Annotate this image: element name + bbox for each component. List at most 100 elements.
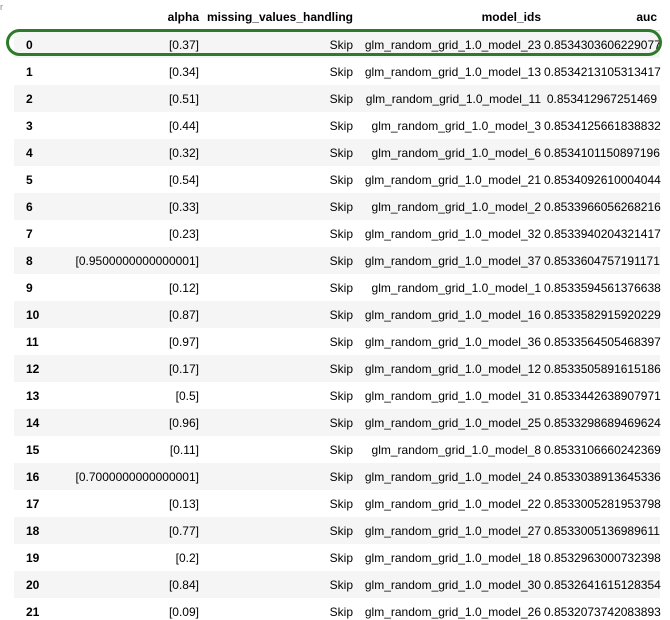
table-row: 5 [0.54] Skip glm_random_grid_1.0_model_21 0…	[14, 166, 661, 193]
auc-cell: 0.8533298689469624	[544, 409, 661, 436]
missing-values-handling-cell: Skip	[202, 220, 356, 247]
missing-values-handling-cell: Skip	[202, 85, 356, 112]
header-row: alpha missing_values_handling model_ids …	[14, 3, 660, 31]
row-index: 0	[14, 30, 48, 58]
auc-cell: 0.8532963000732398	[544, 544, 661, 571]
row-index: 15	[14, 436, 48, 463]
table-row: 13 [0.5] Skip glm_random_grid_1.0_model_31 0…	[14, 382, 661, 409]
table-row: 18 [0.77] Skip glm_random_grid_1.0_model_27…	[14, 517, 660, 544]
model-id-cell: glm_random_grid_1.0_model_27	[356, 517, 544, 544]
model-id-cell: glm_random_grid_1.0_model_25	[356, 409, 544, 436]
alpha-cell: [0.34]	[48, 58, 202, 85]
row-index: 16	[14, 463, 48, 490]
missing-values-handling-cell: Skip	[202, 166, 356, 193]
model-id-cell: glm_random_grid_1.0_model_16	[356, 301, 544, 328]
alpha-cell: [0.44]	[48, 112, 202, 139]
auc-cell: 0.8532641615128354	[544, 571, 661, 598]
table-row: 21 [0.09] Skip glm_random_grid_1.0_model_26…	[14, 598, 661, 620]
table-row: 4 [0.32] Skip glm_random_grid_1.0_model_6 0.…	[14, 139, 660, 166]
row-index: 5	[14, 166, 48, 193]
auc-cell: 0.8533005281953798	[544, 490, 661, 517]
row-index: 1	[14, 58, 48, 85]
missing-values-handling-cell: Skip	[202, 517, 356, 544]
missing-values-handling-cell: Skip	[202, 247, 356, 274]
results-table: alpha missing_values_handling model_ids …	[14, 3, 661, 620]
missing-values-handling-cell: Skip	[202, 328, 356, 355]
table-row: 3 [0.44] Skip glm_random_grid_1.0_model_3 0.…	[14, 112, 661, 139]
missing-values-handling-cell: Skip	[202, 30, 356, 58]
model-id-cell: glm_random_grid_1.0_model_6	[356, 139, 544, 166]
table-row: 11 [0.97] Skip glm_random_grid_1.0_model_36…	[14, 328, 661, 355]
table-row: 2 [0.51] Skip glm_random_grid_1.0_model_11 0…	[14, 85, 660, 112]
model-id-cell: glm_random_grid_1.0_model_30	[356, 571, 544, 598]
auc-cell: 0.8533940204321417	[544, 220, 661, 247]
alpha-cell: [0.77]	[48, 517, 202, 544]
row-index: 20	[14, 571, 48, 598]
row-index: 4	[14, 139, 48, 166]
table-row: 15 [0.11] Skip glm_random_grid_1.0_model_8 0…	[14, 436, 661, 463]
model-id-cell: glm_random_grid_1.0_model_18	[356, 544, 544, 571]
alpha-cell: [0.37]	[48, 30, 202, 58]
model-id-cell: glm_random_grid_1.0_model_26	[356, 598, 544, 620]
model-id-cell: glm_random_grid_1.0_model_13	[356, 58, 544, 85]
alpha-cell: [0.5]	[48, 382, 202, 409]
header-missing-values-handling: missing_values_handling	[202, 3, 356, 31]
row-index: 3	[14, 112, 48, 139]
alpha-cell: [0.97]	[48, 328, 202, 355]
missing-values-handling-cell: Skip	[202, 193, 356, 220]
model-id-cell: glm_random_grid_1.0_model_32	[356, 220, 544, 247]
table-row: 6 [0.33] Skip glm_random_grid_1.0_model_2 0.…	[14, 193, 661, 220]
cell-edge-mark: r	[0, 2, 3, 12]
auc-cell: 0.8534303606229077	[544, 30, 661, 58]
header-model-ids: model_ids	[356, 3, 544, 31]
row-index: 2	[14, 85, 48, 112]
table-body: 0 [0.37] Skip glm_random_grid_1.0_model_23 0…	[14, 30, 661, 620]
model-id-cell: glm_random_grid_1.0_model_2	[356, 193, 544, 220]
row-index: 7	[14, 220, 48, 247]
row-index: 14	[14, 409, 48, 436]
auc-cell: 0.8533604757191171	[544, 247, 660, 274]
model-id-cell: glm_random_grid_1.0_model_24	[356, 463, 544, 490]
missing-values-handling-cell: Skip	[202, 409, 356, 436]
missing-values-handling-cell: Skip	[202, 139, 356, 166]
missing-values-handling-cell: Skip	[202, 598, 356, 620]
auc-cell: 0.8533564505468397	[544, 328, 661, 355]
row-index: 11	[14, 328, 48, 355]
row-index: 10	[14, 301, 48, 328]
table-row: 12 [0.17] Skip glm_random_grid_1.0_model_12…	[14, 355, 661, 382]
alpha-cell: [0.17]	[48, 355, 202, 382]
header-index	[14, 3, 48, 31]
alpha-cell: [0.32]	[48, 139, 202, 166]
table-row: 10 [0.87] Skip glm_random_grid_1.0_model_16…	[14, 301, 661, 328]
alpha-cell: [0.2]	[48, 544, 202, 571]
table-row: 0 [0.37] Skip glm_random_grid_1.0_model_23 0…	[14, 30, 661, 58]
auc-cell: 0.8534125661838832	[544, 112, 661, 139]
model-id-cell: glm_random_grid_1.0_model_3	[356, 112, 544, 139]
row-index: 9	[14, 274, 48, 301]
alpha-cell: [0.11]	[48, 436, 202, 463]
auc-cell: 0.8534101150897196	[544, 139, 660, 166]
model-id-cell: glm_random_grid_1.0_model_37	[356, 247, 544, 274]
model-id-cell: glm_random_grid_1.0_model_12	[356, 355, 544, 382]
missing-values-handling-cell: Skip	[202, 58, 356, 85]
model-id-cell: glm_random_grid_1.0_model_21	[356, 166, 544, 193]
alpha-cell: [0.54]	[48, 166, 202, 193]
model-id-cell: glm_random_grid_1.0_model_31	[356, 382, 544, 409]
row-index: 18	[14, 517, 48, 544]
table-row: 20 [0.84] Skip glm_random_grid_1.0_model_30…	[14, 571, 661, 598]
missing-values-handling-cell: Skip	[202, 544, 356, 571]
alpha-cell: [0.23]	[48, 220, 202, 247]
auc-cell: 0.8533505891615186	[544, 355, 661, 382]
model-id-cell: glm_random_grid_1.0_model_36	[356, 328, 544, 355]
table-row: 16 [0.7000000000000001] Skip glm_random_gri…	[14, 463, 661, 490]
auc-cell: 0.8533038913645336	[544, 463, 661, 490]
missing-values-handling-cell: Skip	[202, 490, 356, 517]
missing-values-handling-cell: Skip	[202, 436, 356, 463]
alpha-cell: [0.87]	[48, 301, 202, 328]
table-row: 7 [0.23] Skip glm_random_grid_1.0_model_32 0…	[14, 220, 661, 247]
table-row: 1 [0.34] Skip glm_random_grid_1.0_model_13 0…	[14, 58, 661, 85]
model-id-cell: glm_random_grid_1.0_model_23	[356, 30, 544, 58]
alpha-cell: [0.9500000000000001]	[48, 247, 202, 274]
auc-cell: 0.8532073742083893	[544, 598, 661, 620]
